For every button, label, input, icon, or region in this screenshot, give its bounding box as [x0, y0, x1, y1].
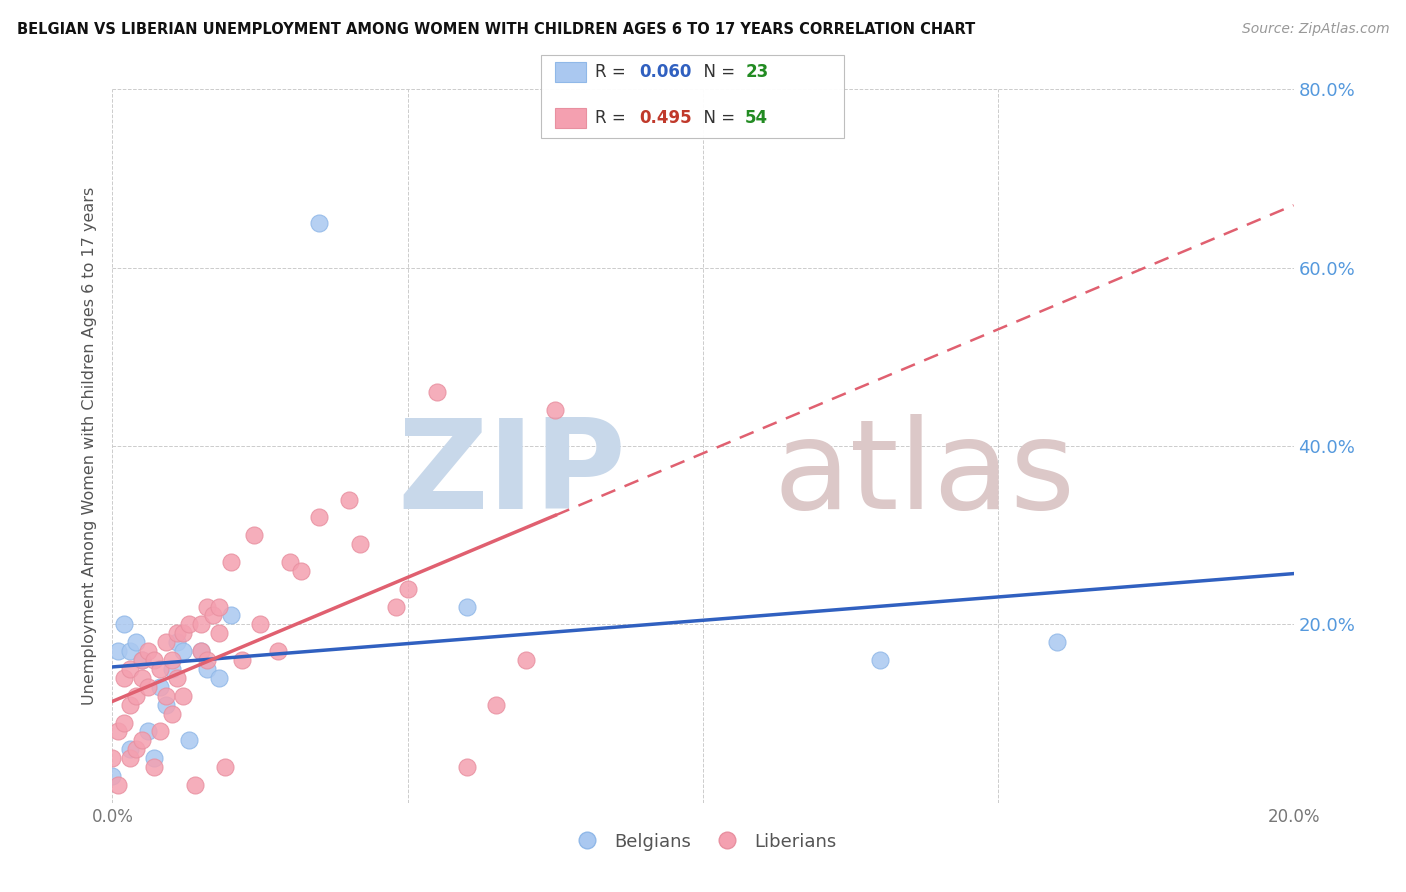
Point — [290, 564, 312, 578]
Point — [107, 724, 129, 739]
Point — [267, 644, 290, 658]
Text: Source: ZipAtlas.com: Source: ZipAtlas.com — [1241, 22, 1389, 37]
Point — [190, 644, 212, 658]
Point — [201, 608, 224, 623]
Point — [160, 662, 183, 676]
Point — [155, 698, 177, 712]
Point — [179, 733, 201, 747]
Point — [155, 635, 177, 649]
Point — [208, 671, 231, 685]
Point — [131, 653, 153, 667]
Point — [149, 724, 172, 739]
Point — [308, 216, 330, 230]
Point — [131, 671, 153, 685]
Point — [208, 626, 231, 640]
Point — [456, 599, 478, 614]
Point — [160, 653, 183, 667]
Point — [195, 653, 218, 667]
Point — [107, 644, 129, 658]
Point — [219, 608, 242, 623]
Point — [214, 760, 236, 774]
Point — [125, 742, 148, 756]
Point — [208, 599, 231, 614]
Text: BELGIAN VS LIBERIAN UNEMPLOYMENT AMONG WOMEN WITH CHILDREN AGES 6 TO 17 YEARS CO: BELGIAN VS LIBERIAN UNEMPLOYMENT AMONG W… — [17, 22, 976, 37]
Point — [219, 555, 242, 569]
Point — [112, 671, 135, 685]
Point — [112, 617, 135, 632]
Point — [136, 644, 159, 658]
Text: 23: 23 — [745, 63, 769, 81]
Point — [172, 689, 194, 703]
Point — [120, 662, 142, 676]
Point — [172, 626, 194, 640]
Point — [120, 698, 142, 712]
Point — [190, 644, 212, 658]
Text: ZIP: ZIP — [398, 414, 626, 535]
Point — [142, 760, 165, 774]
Point — [136, 724, 159, 739]
Point — [485, 698, 508, 712]
Point — [120, 742, 142, 756]
Point — [142, 653, 165, 667]
Point — [426, 385, 449, 400]
Point — [231, 653, 253, 667]
Point — [278, 555, 301, 569]
Point — [112, 715, 135, 730]
Point — [149, 680, 172, 694]
Point — [166, 671, 188, 685]
Point — [190, 617, 212, 632]
Point — [160, 706, 183, 721]
Point — [101, 769, 124, 783]
Text: N =: N = — [693, 109, 741, 127]
Point — [1046, 635, 1069, 649]
Text: R =: R = — [595, 109, 631, 127]
Point — [107, 778, 129, 792]
Point — [125, 635, 148, 649]
Point — [166, 626, 188, 640]
Text: 0.495: 0.495 — [640, 109, 692, 127]
Point — [172, 644, 194, 658]
Point — [120, 751, 142, 765]
Legend: Belgians, Liberians: Belgians, Liberians — [562, 826, 844, 858]
Point — [179, 617, 201, 632]
Point — [195, 599, 218, 614]
Y-axis label: Unemployment Among Women with Children Ages 6 to 17 years: Unemployment Among Women with Children A… — [82, 187, 97, 705]
Point — [456, 760, 478, 774]
Point — [125, 689, 148, 703]
Text: R =: R = — [595, 63, 631, 81]
Point — [184, 778, 207, 792]
Point — [349, 537, 371, 551]
Point — [243, 528, 266, 542]
Point — [136, 680, 159, 694]
Point — [544, 403, 567, 417]
Point — [396, 582, 419, 596]
Point — [120, 644, 142, 658]
Point — [101, 751, 124, 765]
Point — [195, 662, 218, 676]
Point — [149, 662, 172, 676]
Point — [131, 653, 153, 667]
Point — [385, 599, 408, 614]
Point — [142, 751, 165, 765]
Point — [337, 492, 360, 507]
Text: 54: 54 — [745, 109, 768, 127]
Text: atlas: atlas — [773, 414, 1076, 535]
Point — [869, 653, 891, 667]
Point — [308, 510, 330, 524]
Point — [166, 635, 188, 649]
Point — [155, 689, 177, 703]
Point — [515, 653, 537, 667]
Text: 0.060: 0.060 — [640, 63, 692, 81]
Point — [249, 617, 271, 632]
Point — [131, 733, 153, 747]
Text: N =: N = — [693, 63, 741, 81]
